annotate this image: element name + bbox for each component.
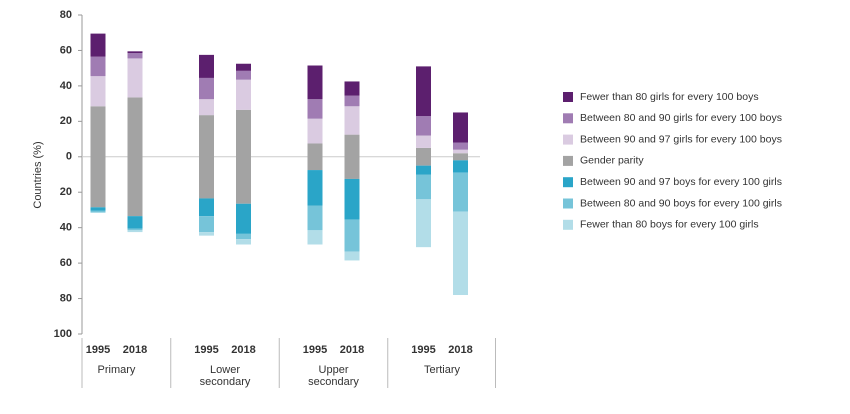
bar-segment <box>307 205 323 231</box>
bar-segment <box>344 106 360 135</box>
legend-label: Fewer than 80 boys for every 100 girls <box>580 219 759 231</box>
bar-segment <box>236 109 251 204</box>
bar-segment <box>236 70 251 80</box>
x-tick-label: 2018 <box>340 344 364 356</box>
legend-swatch <box>563 198 573 209</box>
y-tick-label: 20 <box>60 115 72 127</box>
legend-label: Between 90 and 97 girls for every 100 bo… <box>580 133 782 145</box>
y-tick-label: 0 <box>66 151 72 163</box>
bar-segment <box>127 53 143 59</box>
y-tick-label: 60 <box>60 257 72 269</box>
bar-segment <box>90 33 106 57</box>
legend-label: Between 80 and 90 boys for every 100 gir… <box>580 197 782 209</box>
bar-segment <box>127 58 143 98</box>
bar-segment <box>127 216 143 229</box>
bar-segment <box>307 99 323 119</box>
bar-segment <box>453 211 468 296</box>
bar-segment <box>90 106 106 208</box>
group-label: Lower secondary <box>199 364 251 388</box>
bar-segment <box>416 135 431 148</box>
x-tick-label: 2018 <box>231 344 255 356</box>
bar-segment <box>416 165 431 175</box>
bar-segment <box>199 232 214 236</box>
bar-segment <box>416 199 431 248</box>
bar-segment <box>307 230 323 245</box>
x-tick-label: 2018 <box>448 344 472 356</box>
bar-segment <box>127 230 143 233</box>
bar-segment <box>344 251 360 261</box>
legend-swatch <box>563 177 573 188</box>
x-tick-label: 2018 <box>123 344 147 356</box>
bar-segment <box>199 99 214 116</box>
y-tick-label: 20 <box>60 186 72 198</box>
bar-segment <box>199 216 214 233</box>
group-label: Tertiary <box>423 364 461 376</box>
bar-segment <box>307 170 323 206</box>
bar-segment <box>344 134 360 179</box>
bar-segment <box>199 77 214 100</box>
bar-segment <box>453 160 468 173</box>
bar-segment <box>90 210 106 213</box>
bar-segment <box>453 149 468 154</box>
bar-segment <box>236 63 251 71</box>
bar-segment <box>344 219 360 252</box>
bar-segment <box>127 97 143 217</box>
legend-swatch <box>563 219 573 230</box>
bar-segment <box>453 172 468 212</box>
bar-segment <box>344 178 360 220</box>
legend-label: Fewer than 80 girls for every 100 boys <box>580 91 759 103</box>
y-tick-label: 80 <box>60 292 72 304</box>
bar-segment <box>199 54 214 78</box>
legend-label: Between 80 and 90 girls for every 100 bo… <box>580 112 782 124</box>
bar-segment <box>307 65 323 100</box>
bar-segment <box>90 207 106 211</box>
bar-segment <box>453 112 468 143</box>
bar-segment <box>453 142 468 150</box>
y-tick-label: 100 <box>54 328 72 340</box>
bar-segment <box>416 174 431 200</box>
x-tick-label: 1995 <box>411 344 435 356</box>
x-tick-label: 1995 <box>303 344 327 356</box>
bar-segment <box>90 76 106 107</box>
legend-swatch <box>563 113 573 124</box>
bar-segment <box>90 56 106 77</box>
bar-segment <box>344 81 360 96</box>
bar-segment <box>236 79 251 110</box>
bar-segment <box>416 66 431 117</box>
y-tick-label: 40 <box>60 80 72 92</box>
legend-swatch <box>563 134 573 145</box>
bar-segment <box>127 228 143 231</box>
bar-segment <box>416 147 431 166</box>
y-tick-label: 40 <box>60 222 72 234</box>
legend-swatch <box>563 155 573 166</box>
bar-segment <box>236 239 251 245</box>
bar-segment <box>236 233 251 240</box>
legend-label: Gender parity <box>580 155 644 167</box>
y-tick-label: 60 <box>60 44 72 56</box>
bar-segment <box>199 198 214 217</box>
x-tick-label: 1995 <box>86 344 110 356</box>
legend-label: Between 90 and 97 boys for every 100 gir… <box>580 176 782 188</box>
legend-swatch <box>563 92 573 102</box>
bar-segment <box>307 143 323 171</box>
bar-segment <box>307 118 323 144</box>
group-label: Primary <box>97 364 136 376</box>
y-axis-label: Countries (%) <box>32 141 44 208</box>
bar-segment <box>199 115 214 199</box>
bar-segment <box>344 95 360 107</box>
x-tick-label: 1995 <box>194 344 218 356</box>
group-label: Upper secondary <box>308 364 359 388</box>
bar-segment <box>127 51 143 54</box>
bar-segment <box>453 153 468 161</box>
y-tick-label: 80 <box>60 9 72 21</box>
bar-segment <box>416 116 431 136</box>
bar-segment <box>236 203 251 234</box>
